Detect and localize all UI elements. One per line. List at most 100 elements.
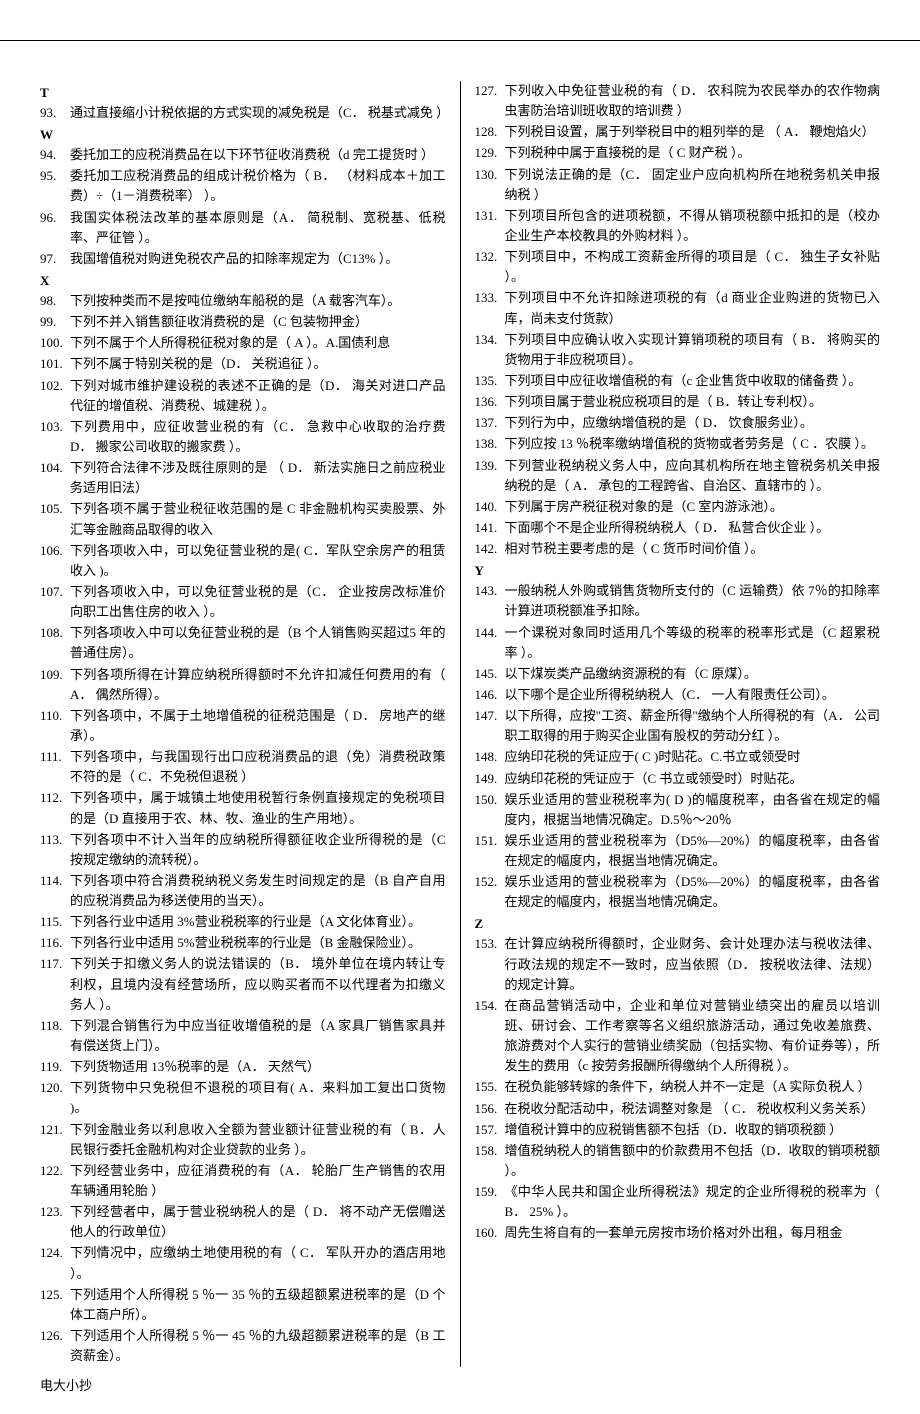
list-item: 137.下列行为中，应缴纳增值税的是（ D． 饮食服务业）。 bbox=[475, 413, 881, 433]
list-item: 102.下列对城市维护建设税的表述不正确的是（D． 海关对进口产品代征的增值税、… bbox=[40, 376, 446, 416]
item-text: 下列税种中属于直接税的是（ C 财产税 ）。 bbox=[505, 143, 881, 163]
item-text: 下列符合法律不涉及既往原则的是 （ D． 新法实施日之前应税业务适用旧法） bbox=[70, 458, 446, 498]
column-left: T93.通过直接缩小计税依据的方式实现的减免税是（C． 税基式减免 ）W94.委… bbox=[40, 81, 461, 1367]
item-text: 下列不并入销售额征收消费税的是（C 包装物押金） bbox=[70, 312, 446, 332]
item-number: 156. bbox=[475, 1099, 505, 1119]
item-number: 127. bbox=[475, 81, 505, 121]
list-item: 100.下列不属于个人所得税征税对象的是（ A ）。A.国债利息 bbox=[40, 333, 446, 353]
item-text: 《中华人民共和国企业所得税法》规定的企业所得税的税率为（ B． 25% ）。 bbox=[505, 1182, 881, 1222]
list-item: 122.下列经营业务中，应征消费税的有（A． 轮胎厂生产销售的农用车辆通用轮胎 … bbox=[40, 1161, 446, 1201]
item-number: 140. bbox=[475, 497, 505, 517]
item-number: 125. bbox=[40, 1285, 70, 1325]
item-text: 以下煤炭类产品缴纳资源税的有（C 原煤）。 bbox=[505, 664, 881, 684]
list-item: 107.下列各项收入中，可以免征营业税的是（C． 企业按房改标准价向职工出售住房… bbox=[40, 582, 446, 622]
list-item: 98.下列按种类而不是按吨位缴纳车船税的是（A 载客汽车）。 bbox=[40, 291, 446, 311]
item-number: 146. bbox=[475, 685, 505, 705]
item-text: 下列适用个人所得税 5 ％一 35 ％的五级超额累进税率的是（D 个体工商户所）… bbox=[70, 1285, 446, 1325]
item-text: 下列说法正确的是（C． 固定业户应向机构所在地税务机关申报纳税 ） bbox=[505, 165, 881, 205]
item-text: 在税收分配活动中，税法调整对象是 （ C． 税收权利义务关系） bbox=[505, 1099, 881, 1119]
item-number: 155. bbox=[475, 1077, 505, 1097]
item-text: 娱乐业适用的营业税税率为（D5%—20%）的幅度税率，由各省在规定的幅度内，根据… bbox=[505, 872, 881, 912]
item-number: 149. bbox=[475, 769, 505, 789]
list-item: 160.周先生将自有的一套单元房按市场价格对外出租，每月租金 bbox=[475, 1223, 881, 1243]
item-number: 104. bbox=[40, 458, 70, 498]
item-number: 117. bbox=[40, 954, 70, 1014]
list-item: 101.下列不属于特别关税的是（D． 关税追征 ）。 bbox=[40, 354, 446, 374]
column-right: 127.下列收入中免征营业税的有（ D． 农科院为农民举办的农作物病虫害防治培训… bbox=[461, 81, 881, 1367]
item-number: 152. bbox=[475, 872, 505, 912]
item-text: 下列货物适用 13％税率的是（A． 天然气） bbox=[70, 1057, 446, 1077]
item-text: 在商品营销活动中，企业和单位对营销业绩突出的雇员以培训班、研讨会、工作考察等名义… bbox=[505, 996, 881, 1077]
item-text: 下列营业税纳税义务人中，应向其机构所在地主管税务机关申报纳税的是（ A． 承包的… bbox=[505, 456, 881, 496]
list-item: 136.下列项目属于营业税应税项目的是（ B．转让专利权）。 bbox=[475, 392, 881, 412]
list-item: 111.下列各项中，与我国现行出口应税消费品的退（免）消费税政策不符的是（ C．… bbox=[40, 747, 446, 787]
item-text: 我国增值税对购进免税农产品的扣除率规定为（C13% ）。 bbox=[70, 249, 446, 269]
section-letter: Z bbox=[475, 916, 881, 932]
item-number: 112. bbox=[40, 788, 70, 828]
item-number: 123. bbox=[40, 1202, 70, 1242]
item-text: 下列项目中应征收增值税的有（c 企业售货中收取的储备费 ）。 bbox=[505, 371, 881, 391]
list-item: 114.下列各项中符合消费税纳税义务发生时间规定的是（B 自产自用的应税消费品为… bbox=[40, 871, 446, 911]
item-number: 137. bbox=[475, 413, 505, 433]
item-text: 增值税计算中的应税销售额不包括（D．收取的销项税额 ） bbox=[505, 1120, 881, 1140]
list-item: 140.下列属于房产税征税对象的是（C 室内游泳池）。 bbox=[475, 497, 881, 517]
item-number: 111. bbox=[40, 747, 70, 787]
item-text: 下列各行业中适用 3%营业税税率的行业是（A 文化体育业）。 bbox=[70, 912, 446, 932]
list-item: 139.下列营业税纳税义务人中，应向其机构所在地主管税务机关申报纳税的是（ A．… bbox=[475, 456, 881, 496]
section-letter: W bbox=[40, 127, 446, 143]
section-letter: X bbox=[40, 273, 446, 289]
item-text: 下列各行业中适用 5%营业税税率的行业是（B 金融保险业）。 bbox=[70, 933, 446, 953]
list-item: 144.一个课税对象同时适用几个等级的税率的税率形式是（C 超累税率 ）。 bbox=[475, 623, 881, 663]
item-number: 160. bbox=[475, 1223, 505, 1243]
item-text: 下列金融业务以利息收入全额为营业额计征营业税的有（ B．人民银行委托金融机构对企… bbox=[70, 1120, 446, 1160]
item-text: 娱乐业适用的营业税税率为（D5%—20%）的幅度税率，由各省在规定的幅度内，根据… bbox=[505, 831, 881, 871]
item-text: 下列对城市维护建设税的表述不正确的是（D． 海关对进口产品代征的增值税、消费税、… bbox=[70, 376, 446, 416]
list-item: 129.下列税种中属于直接税的是（ C 财产税 ）。 bbox=[475, 143, 881, 163]
item-number: 107. bbox=[40, 582, 70, 622]
item-text: 下列经营业务中，应征消费税的有（A． 轮胎厂生产销售的农用车辆通用轮胎 ） bbox=[70, 1161, 446, 1201]
item-text: 一般纳税人外购或销售货物所支付的（C 运输费）依 7％的扣除率计算进项税额准予扣… bbox=[505, 581, 881, 621]
item-number: 97. bbox=[40, 249, 70, 269]
list-item: 142.相对节税主要考虑的是（ C 货币时间价值 ）。 bbox=[475, 539, 881, 559]
item-number: 96. bbox=[40, 208, 70, 248]
item-number: 103. bbox=[40, 417, 70, 457]
item-number: 109. bbox=[40, 665, 70, 705]
item-number: 105. bbox=[40, 499, 70, 539]
list-item: 151.娱乐业适用的营业税税率为（D5%—20%）的幅度税率，由各省在规定的幅度… bbox=[475, 831, 881, 871]
list-item: 119.下列货物适用 13％税率的是（A． 天然气） bbox=[40, 1057, 446, 1077]
list-item: 99.下列不并入销售额征收消费税的是（C 包装物押金） bbox=[40, 312, 446, 332]
item-text: 周先生将自有的一套单元房按市场价格对外出租，每月租金 bbox=[505, 1223, 881, 1243]
item-text: 下列项目中，不构成工资薪金所得的项目是（ C． 独生子女补贴 ）。 bbox=[505, 247, 881, 287]
item-number: 114. bbox=[40, 871, 70, 911]
item-number: 106. bbox=[40, 541, 70, 581]
item-number: 154. bbox=[475, 996, 505, 1077]
item-number: 94. bbox=[40, 145, 70, 165]
item-text: 娱乐业适用的营业税税率为( D )的幅度税率，由各省在规定的幅度内，根据当地情况… bbox=[505, 790, 881, 830]
list-item: 157.增值税计算中的应税销售额不包括（D．收取的销项税额 ） bbox=[475, 1120, 881, 1140]
item-number: 151. bbox=[475, 831, 505, 871]
item-number: 135. bbox=[475, 371, 505, 391]
list-item: 95.委托加工应税消费品的组成计税价格为（ B． （材料成本＋加工费）÷（1－消… bbox=[40, 166, 446, 206]
item-number: 133. bbox=[475, 288, 505, 328]
item-text: 下列不属于个人所得税征税对象的是（ A ）。A.国债利息 bbox=[70, 333, 446, 353]
item-text: 下列项目属于营业税应税项目的是（ B．转让专利权）。 bbox=[505, 392, 881, 412]
item-number: 122. bbox=[40, 1161, 70, 1201]
list-item: 143.一般纳税人外购或销售货物所支付的（C 运输费）依 7％的扣除率计算进项税… bbox=[475, 581, 881, 621]
item-text: 以下哪个是企业所得税纳税人（C． 一人有限责任公司）。 bbox=[505, 685, 881, 705]
item-number: 130. bbox=[475, 165, 505, 205]
item-text: 下列不属于特别关税的是（D． 关税追征 ）。 bbox=[70, 354, 446, 374]
item-number: 141. bbox=[475, 518, 505, 538]
list-item: 159.《中华人民共和国企业所得税法》规定的企业所得税的税率为（ B． 25% … bbox=[475, 1182, 881, 1222]
item-number: 95. bbox=[40, 166, 70, 206]
two-column-layout: T93.通过直接缩小计税依据的方式实现的减免税是（C． 税基式减免 ）W94.委… bbox=[40, 81, 880, 1367]
list-item: 131.下列项目所包含的进项税额，不得从销项税额中抵扣的是（校办企业生产本校教具… bbox=[475, 206, 881, 246]
list-item: 120.下列货物中只免税但不退税的项目有( A．来料加工复出口货物 )。 bbox=[40, 1078, 446, 1118]
item-text: 委托加工应税消费品的组成计税价格为（ B． （材料成本＋加工费）÷（1－消费税率… bbox=[70, 166, 446, 206]
item-number: 134. bbox=[475, 330, 505, 370]
item-text: 下列项目中不允许扣除进项税的有（d 商业企业购进的货物已入库，尚未支付货款） bbox=[505, 288, 881, 328]
item-number: 120. bbox=[40, 1078, 70, 1118]
list-item: 133.下列项目中不允许扣除进项税的有（d 商业企业购进的货物已入库，尚未支付货… bbox=[475, 288, 881, 328]
item-number: 148. bbox=[475, 747, 505, 767]
list-item: 109.下列各项所得在计算应纳税所得额时不允许扣减任何费用的有（ A． 偶然所得… bbox=[40, 665, 446, 705]
list-item: 96.我国实体税法改革的基本原则是（A． 简税制、宽税基、低税率、严征管 ）。 bbox=[40, 208, 446, 248]
